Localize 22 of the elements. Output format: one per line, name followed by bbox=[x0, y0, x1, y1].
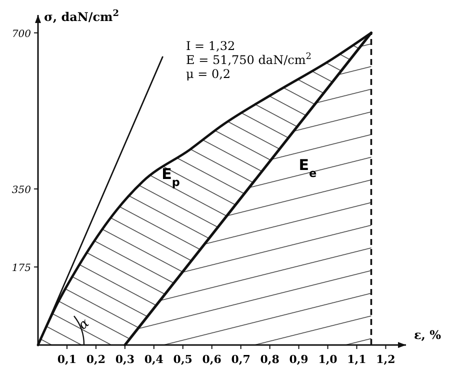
annotation: α bbox=[76, 316, 92, 334]
annotation: I = 1,32 bbox=[186, 39, 236, 53]
y-axis-title: σ, daN/cm$^{2}$ bbox=[44, 9, 119, 24]
y-tick-label: 700 bbox=[12, 28, 32, 40]
x-tick-label: 0,2 bbox=[86, 353, 106, 366]
x-tick-label: 1,0 bbox=[318, 353, 338, 366]
series-label: E$_{p}$ bbox=[162, 165, 180, 189]
x-tick-label: 0,4 bbox=[144, 353, 164, 366]
x-tick-label: 0,9 bbox=[289, 353, 308, 366]
x-tick-label: 0,5 bbox=[173, 353, 192, 366]
x-tick-label: 0,6 bbox=[202, 353, 222, 366]
x-tick-label: 1,2 bbox=[376, 353, 396, 366]
annotation: μ = 0,2 bbox=[186, 67, 231, 81]
x-tick-label: 0,1 bbox=[57, 353, 77, 366]
x-axis-title: ε, % bbox=[414, 328, 442, 342]
x-tick-label: 0,3 bbox=[115, 353, 134, 366]
x-tick-label: 1,1 bbox=[347, 353, 366, 366]
x-tick-label: 0,7 bbox=[231, 353, 250, 366]
x-tick-label: 0,8 bbox=[260, 353, 280, 366]
y-tick-label: 175 bbox=[12, 262, 31, 274]
annotation: E = 51,750 daN/cm$^{2}$ bbox=[186, 52, 312, 67]
y-tick-label: 350 bbox=[12, 184, 32, 196]
